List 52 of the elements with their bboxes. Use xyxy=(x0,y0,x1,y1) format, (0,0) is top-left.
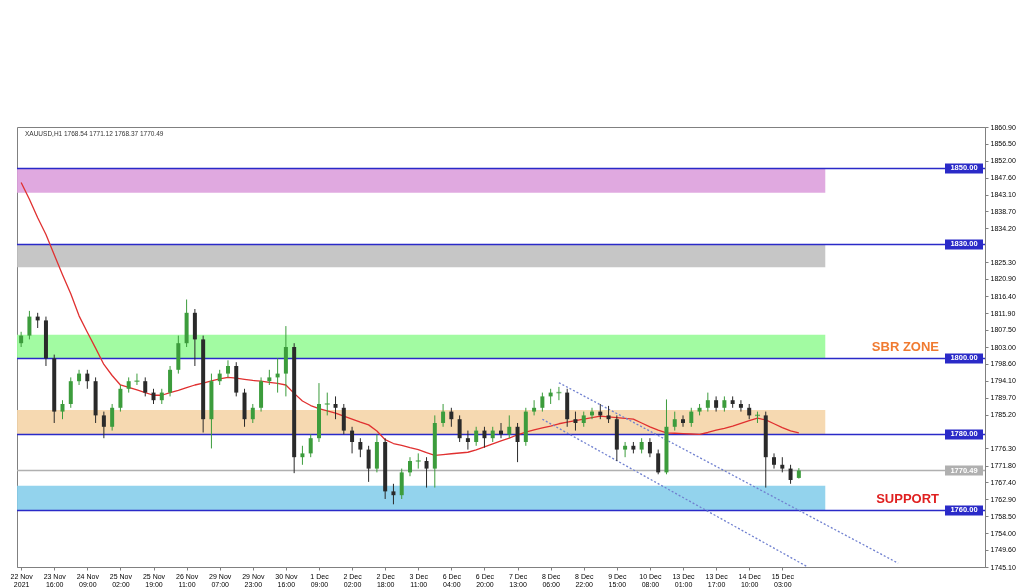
candlestick xyxy=(333,395,338,420)
candlestick xyxy=(507,414,512,439)
candlestick xyxy=(324,392,330,416)
candlestick xyxy=(308,433,313,458)
candlestick xyxy=(540,392,545,413)
candlestick xyxy=(358,437,363,458)
candlestick xyxy=(110,403,115,432)
candlestick xyxy=(85,369,90,390)
candlestick xyxy=(482,426,487,449)
candlestick xyxy=(441,403,446,428)
candlestick xyxy=(672,411,677,432)
candlestick xyxy=(449,407,454,428)
candlestick xyxy=(407,456,412,477)
candlestick xyxy=(399,468,404,500)
candlestick xyxy=(415,452,421,470)
candlestick xyxy=(77,369,82,386)
candlestick xyxy=(60,399,65,420)
candlestick xyxy=(656,449,661,475)
candlestick xyxy=(689,407,694,428)
candlestick xyxy=(391,483,396,505)
candlestick xyxy=(424,456,429,489)
candlestick xyxy=(341,403,346,435)
candlestick xyxy=(225,359,230,378)
candlestick xyxy=(573,411,578,432)
candlestick xyxy=(515,422,520,463)
candlestick xyxy=(27,310,32,340)
candlestick xyxy=(350,426,355,454)
candlestick xyxy=(788,464,793,485)
candlestick xyxy=(366,445,371,483)
candlestick xyxy=(714,395,719,413)
candlestick xyxy=(68,376,73,409)
candlestick xyxy=(532,399,537,416)
candlestick xyxy=(457,414,462,443)
candlestick xyxy=(19,331,24,348)
candlestick xyxy=(465,430,470,451)
candlestick xyxy=(168,365,173,397)
line-series xyxy=(20,181,800,456)
candlestick xyxy=(101,411,106,439)
candlestick xyxy=(772,452,777,470)
candlestick xyxy=(647,437,652,458)
candlestick xyxy=(705,392,710,413)
candlestick xyxy=(681,414,686,428)
candlestick xyxy=(300,445,305,466)
candlestick xyxy=(143,376,148,397)
candlestick xyxy=(118,384,123,413)
candlestick xyxy=(250,403,255,424)
annotation: SBR ZONE xyxy=(871,339,940,355)
annotation: SUPPORT xyxy=(876,491,940,507)
candlestick xyxy=(134,373,140,386)
candlestick xyxy=(623,441,628,458)
candlestick xyxy=(738,399,743,413)
candlestick xyxy=(474,426,479,447)
